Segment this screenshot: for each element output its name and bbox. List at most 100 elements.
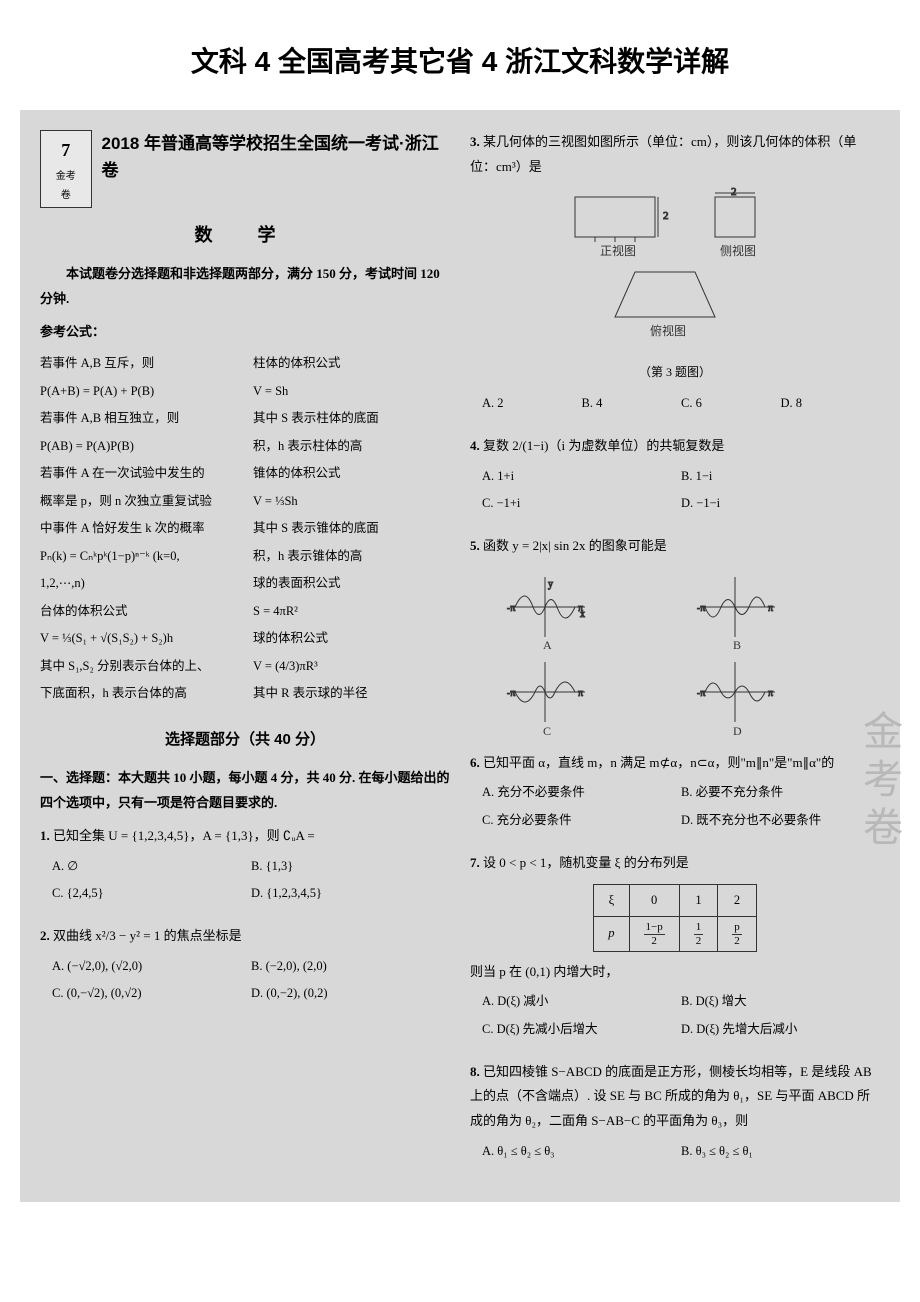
opt: B. 4 — [582, 392, 682, 416]
svg-text:π: π — [768, 688, 773, 699]
q-text: 某几何体的三视图如图所示（单位：cm），则该几何体的体积（单位：cm³）是 — [470, 134, 856, 174]
question-1: 1. 已知全集 U = {1,2,3,4,5}，A = {1,3}，则 ∁ᵤA … — [40, 824, 450, 910]
td: p2 — [718, 917, 757, 951]
opt: B. {1,3} — [251, 855, 450, 879]
opt: B. 1−i — [681, 465, 880, 489]
opt: A. (−√2,0), (√2,0) — [52, 955, 251, 979]
td: p — [594, 917, 629, 951]
exam-header: 7 金考卷 2018 年普通高等学校招生全国统一考试·浙江卷 — [40, 130, 450, 208]
formula-line: 下底面积，h 表示台体的高 — [40, 680, 237, 708]
opt: D. D(ξ) 先增大后减小 — [681, 1018, 880, 1042]
question-5: 5. 函数 y = 2|x| sin 2x 的图象可能是 -ππ yx — [470, 534, 880, 737]
opt: D. {1,2,3,4,5} — [251, 882, 450, 906]
formula-line: 其中 R 表示球的半径 — [253, 680, 450, 708]
svg-text:B: B — [733, 638, 741, 652]
opt: C. (0,−√2), (0,√2) — [52, 982, 251, 1006]
formula-line: 积，h 表示锥体的高 — [253, 543, 450, 571]
svg-text:-π: -π — [507, 603, 515, 614]
th: 1 — [679, 884, 718, 917]
svg-text:x: x — [580, 609, 585, 620]
q-text: 设 0 < p < 1，随机变量 ξ 的分布列是 — [483, 855, 689, 870]
opt: C. 充分必要条件 — [482, 809, 681, 833]
opt: A. ∅ — [52, 855, 251, 879]
q7-after: 则当 p 在 (0,1) 内增大时， — [470, 960, 880, 985]
formula-line: 其中 S 表示柱体的底面 — [253, 405, 450, 433]
opt: C. D(ξ) 先减小后增大 — [482, 1018, 681, 1042]
q-num: 7. — [470, 855, 480, 870]
formula-ref-label: 参考公式： — [40, 320, 450, 345]
q-text: 已知全集 U = {1,2,3,4,5}，A = {1,3}，则 ∁ᵤA = — [53, 828, 315, 843]
svg-text:D: D — [733, 724, 742, 737]
q-text: 已知平面 α，直线 m，n 满足 m⊄α，n⊂α，则"m∥n"是"m∥α"的 — [483, 755, 834, 770]
formula-line: V = (4/3)πR³ — [253, 653, 450, 681]
question-7: 7. 设 0 < p < 1，随机变量 ξ 的分布列是 ξ 0 1 2 p 1−… — [470, 851, 880, 1046]
svg-text:-π: -π — [697, 603, 705, 614]
th: 0 — [629, 884, 679, 917]
fig-caption: （第 3 题图） — [470, 361, 880, 384]
formula-line: 积，h 表示柱体的高 — [253, 433, 450, 461]
formula-line: V = Sh — [253, 378, 450, 406]
distribution-table: ξ 0 1 2 p 1−p2 12 p2 — [593, 884, 756, 952]
exam-note: 本试题卷分选择题和非选择题两部分，满分 150 分，考试时间 120 分钟. — [40, 262, 450, 311]
formula-left: 若事件 A,B 互斥，则 P(A+B) = P(A) + P(B) 若事件 A,… — [40, 350, 237, 708]
opt: C. 6 — [681, 392, 781, 416]
opt: B. θ₃ ≤ θ₂ ≤ θ₁ — [681, 1140, 880, 1164]
td: 12 — [679, 917, 718, 951]
q-num: 4. — [470, 438, 480, 453]
question-8: 8. 已知四棱锥 S−ABCD 的底面是正方形，侧棱长均相等，E 是线段 AB … — [470, 1060, 880, 1168]
opt: B. D(ξ) 增大 — [681, 990, 880, 1014]
formula-line: 若事件 A 在一次试验中发生的 — [40, 460, 237, 488]
opt: D. 既不充分也不必要条件 — [681, 809, 880, 833]
th: ξ — [594, 884, 629, 917]
opt: C. {2,4,5} — [52, 882, 251, 906]
svg-text:-π: -π — [507, 688, 515, 699]
formula-line: 若事件 A,B 相互独立，则 — [40, 405, 237, 433]
opt: A. D(ξ) 减小 — [482, 990, 681, 1014]
question-2: 2. 双曲线 x²/3 − y² = 1 的焦点坐标是 A. (−√2,0), … — [40, 924, 450, 1010]
formula-line: 柱体的体积公式 — [253, 350, 450, 378]
formula-line: 球的表面积公式 — [253, 570, 450, 598]
q-text: 函数 y = 2|x| sin 2x 的图象可能是 — [483, 538, 667, 553]
left-column: 7 金考卷 2018 年普通高等学校招生全国统一考试·浙江卷 数 学 本试题卷分… — [40, 130, 450, 1182]
th: 2 — [718, 884, 757, 917]
section-heading: 选择题部分（共 40 分） — [40, 726, 450, 755]
q-num: 6. — [470, 755, 480, 770]
exam-title: 2018 年普通高等学校招生全国统一考试·浙江卷 — [102, 130, 450, 184]
paper-badge: 7 金考卷 — [40, 130, 92, 208]
formula-line: 球的体积公式 — [253, 625, 450, 653]
right-column: 3. 某几何体的三视图如图所示（单位：cm），则该几何体的体积（单位：cm³）是… — [470, 130, 880, 1182]
svg-text:π: π — [768, 603, 773, 614]
formula-right: 柱体的体积公式 V = Sh 其中 S 表示柱体的底面 积，h 表示柱体的高 锥… — [253, 350, 450, 708]
subject: 数 学 — [40, 218, 450, 252]
q-num: 1. — [40, 828, 50, 843]
svg-text:A: A — [543, 638, 552, 652]
front-label: 正视图 — [600, 243, 636, 258]
opt: A. 2 — [482, 392, 582, 416]
opt: D. 8 — [781, 392, 881, 416]
q-text: 复数 2/(1−i)（i 为虚数单位）的共轭复数是 — [483, 438, 724, 453]
q-num: 8. — [470, 1064, 480, 1079]
q5-graphs: -π π y x -π π — [505, 567, 845, 737]
formula-line: 台体的体积公式 — [40, 598, 237, 626]
opt: A. 1+i — [482, 465, 681, 489]
question-6: 6. 已知平面 α，直线 m，n 满足 m⊄α，n⊂α，则"m∥n"是"m∥α"… — [470, 751, 880, 837]
opt: D. −1−i — [681, 492, 880, 516]
badge-sub: 金考卷 — [51, 167, 81, 205]
graph-options: -π π y x -π π — [470, 567, 880, 737]
svg-text:y: y — [548, 579, 553, 590]
formula-line: P(AB) = P(A)P(B) — [40, 433, 237, 461]
formula-grid: 若事件 A,B 互斥，则 P(A+B) = P(A) + P(B) 若事件 A,… — [40, 350, 450, 708]
svg-text:-π: -π — [697, 688, 705, 699]
formula-line: 锥体的体积公式 — [253, 460, 450, 488]
question-3: 3. 某几何体的三视图如图所示（单位：cm），则该几何体的体积（单位：cm³）是… — [470, 130, 880, 420]
td: 1−p2 — [629, 917, 679, 951]
opt: B. (−2,0), (2,0) — [251, 955, 450, 979]
svg-text:π: π — [578, 688, 583, 699]
part-heading: 一、选择题：本大题共 10 小题，每小题 4 分，共 40 分. 在每小题给出的… — [40, 766, 450, 815]
formula-line: 其中 S₁,S₂ 分别表示台体的上、 — [40, 653, 237, 681]
formula-line: 其中 S 表示锥体的底面 — [253, 515, 450, 543]
opt: C. −1+i — [482, 492, 681, 516]
formula-line: 若事件 A,B 互斥，则 — [40, 350, 237, 378]
three-view-diagram: 2 2 正视图 侧视图 俯视图 — [470, 187, 880, 384]
q-num: 2. — [40, 928, 50, 943]
